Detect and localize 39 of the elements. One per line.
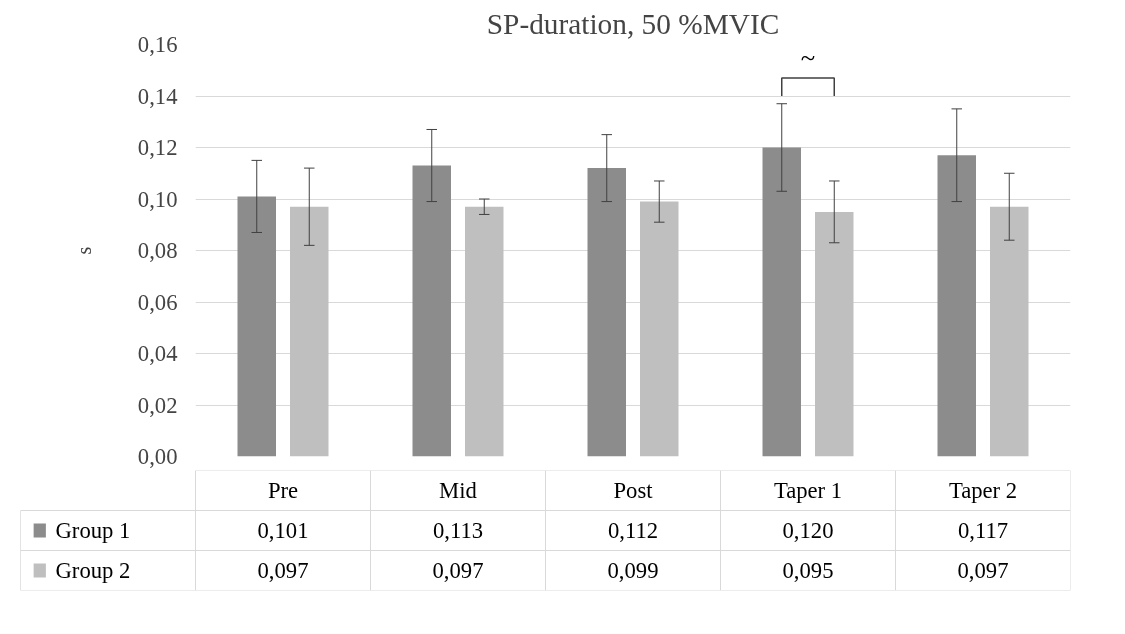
y-tick-label: 0,04 <box>137 341 178 366</box>
data-label: 0,101 <box>257 518 309 543</box>
y-tick-label: 0,12 <box>137 135 178 160</box>
bar <box>640 201 679 457</box>
data-label: 0,120 <box>782 518 834 543</box>
legend-label: Group 2 <box>55 558 131 583</box>
data-label: 0,099 <box>607 558 659 583</box>
bar <box>937 155 976 457</box>
bar <box>815 211 854 457</box>
y-tick-label: 0,00 <box>137 444 178 469</box>
data-label: 0,097 <box>432 558 484 583</box>
chart-title: SP-duration, 50 %MVIC <box>486 7 780 40</box>
y-tick-label: 0,16 <box>137 32 178 57</box>
bar <box>990 206 1029 457</box>
x-tick-label: Taper 1 <box>773 478 843 503</box>
bar <box>762 147 801 457</box>
bar <box>412 165 451 457</box>
data-label: 0,117 <box>957 518 1009 543</box>
x-tick-label: Post <box>613 478 654 503</box>
y-tick-label: 0,08 <box>137 238 178 263</box>
data-label: 0,113 <box>432 518 484 543</box>
bar <box>587 168 626 457</box>
y-tick-label: 0,06 <box>137 289 178 315</box>
bar <box>237 196 276 457</box>
y-axis-title: s <box>72 246 95 255</box>
data-label: 0,097 <box>957 558 1009 583</box>
data-label: 0,097 <box>257 558 309 583</box>
x-tick-label: Taper 2 <box>948 478 1018 503</box>
x-tick-label: Mid <box>439 478 478 503</box>
x-tick-label: Pre <box>267 478 299 503</box>
y-tick-label: 0,14 <box>137 83 178 109</box>
y-tick-label: 0,10 <box>137 186 178 212</box>
bar <box>290 206 329 457</box>
y-tick-label: 0,02 <box>137 392 178 418</box>
data-label: 0,095 <box>782 558 834 583</box>
legend-label: Group 1 <box>55 518 131 543</box>
annotation: ~ <box>800 42 816 73</box>
bar <box>465 206 504 457</box>
data-label: 0,112 <box>607 518 659 543</box>
